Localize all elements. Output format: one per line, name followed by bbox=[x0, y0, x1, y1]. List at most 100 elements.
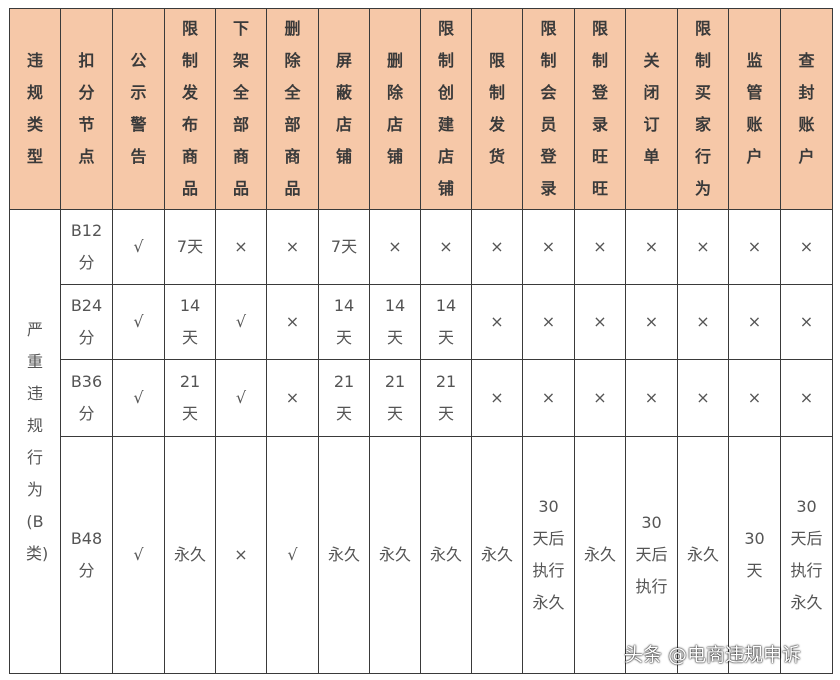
column-header-label: 屏蔽店铺 bbox=[335, 51, 352, 166]
column-header-label: 限制登录旺旺 bbox=[591, 19, 608, 198]
deduction-node-cell: B24分 bbox=[60, 284, 113, 360]
column-header-label: 限制会员登录 bbox=[540, 19, 557, 198]
penalty-cell: × bbox=[677, 284, 729, 360]
deduction-node-cell: B48分 bbox=[60, 436, 113, 674]
cell-value: 永久 bbox=[583, 545, 616, 564]
cell-value: 永久 bbox=[480, 545, 513, 564]
cell-value: × bbox=[439, 237, 453, 256]
penalty-cell: × bbox=[780, 359, 833, 437]
penalty-cell: 14天 bbox=[420, 284, 472, 360]
cell-value: × bbox=[593, 388, 607, 407]
penalty-cell: × bbox=[574, 359, 626, 437]
cell-value: 21天 bbox=[333, 372, 355, 423]
cell-value: B24分 bbox=[70, 296, 103, 347]
cell-value: √ bbox=[133, 237, 144, 256]
penalty-cell: × bbox=[266, 284, 319, 360]
cell-value: × bbox=[388, 237, 402, 256]
deduction-node-cell: B12分 bbox=[60, 209, 113, 285]
cell-value: B36分 bbox=[70, 372, 103, 423]
cell-value: × bbox=[799, 388, 814, 407]
penalty-cell: × bbox=[522, 209, 575, 285]
penalty-cell: × bbox=[625, 209, 678, 285]
cell-value: 21天 bbox=[435, 372, 457, 423]
column-header: 限制买家行为 bbox=[677, 8, 729, 210]
penalty-cell: 永久 bbox=[677, 436, 729, 674]
cell-value: × bbox=[799, 237, 814, 256]
cell-value: 21天 bbox=[384, 372, 406, 423]
cell-value: 30天后执行永久 bbox=[790, 497, 823, 612]
penalty-cell: 永久 bbox=[164, 436, 216, 674]
cell-value: × bbox=[490, 388, 504, 407]
header-row: 违规类型 扣分节点 公示警告 限制发布商品 下架全部商品 删除全部商品 屏蔽店铺 删除店铺 限制… bbox=[9, 8, 833, 210]
column-header-label: 扣分节点 bbox=[78, 51, 95, 166]
cell-value: × bbox=[799, 312, 814, 331]
column-header-label: 监管账户 bbox=[746, 51, 763, 166]
cell-value: 14天 bbox=[435, 296, 457, 347]
cell-value: × bbox=[747, 312, 762, 331]
penalty-cell: 永久 bbox=[574, 436, 626, 674]
cell-value: √ bbox=[287, 545, 298, 564]
cell-value: × bbox=[747, 237, 762, 256]
penalty-cell: × bbox=[420, 209, 472, 285]
penalty-cell: × bbox=[574, 284, 626, 360]
penalty-cell: × bbox=[728, 284, 781, 360]
cell-value: × bbox=[644, 312, 659, 331]
column-header: 限制登录旺旺 bbox=[574, 8, 626, 210]
column-header: 下架全部商品 bbox=[215, 8, 267, 210]
cell-value: × bbox=[747, 388, 762, 407]
column-header: 违规类型 bbox=[9, 8, 61, 210]
penalty-cell: 7天 bbox=[164, 209, 216, 285]
cell-value: √ bbox=[235, 312, 247, 331]
column-header-label: 删除店铺 bbox=[386, 51, 403, 166]
table-row: B48分 √ 永久 × √ 永久 永久 永久 永久 30天后执行永久 永久 30天后执行 永久 30天 30… bbox=[10, 436, 833, 674]
cell-value: × bbox=[644, 237, 659, 256]
cell-value: √ bbox=[133, 388, 144, 407]
cell-value: × bbox=[285, 237, 300, 256]
cell-value: 21天 bbox=[179, 372, 201, 423]
penalty-cell: × bbox=[625, 359, 678, 437]
cell-value: 30天后执行永久 bbox=[532, 497, 565, 612]
penalty-cell: × bbox=[471, 209, 523, 285]
column-header: 限制发布商品 bbox=[164, 8, 216, 210]
column-header: 扣分节点 bbox=[60, 8, 113, 210]
deduction-node-cell: B36分 bbox=[60, 359, 113, 437]
penalty-cell: × bbox=[215, 209, 267, 285]
violation-type-cell: 严重违规行为(B类) bbox=[9, 209, 61, 674]
penalty-cell: × bbox=[369, 209, 421, 285]
penalty-cell: 永久 bbox=[471, 436, 523, 674]
cell-value: 永久 bbox=[327, 545, 360, 564]
column-header-label: 限制发货 bbox=[488, 51, 505, 166]
penalty-cell: 30天后执行 bbox=[625, 436, 678, 674]
penalty-cell: 21天 bbox=[369, 359, 421, 437]
violation-type-label: 严重违规行为(B类) bbox=[26, 319, 49, 563]
cell-value: √ bbox=[133, 545, 144, 564]
column-header-label: 限制买家行为 bbox=[694, 19, 711, 198]
penalty-cell: × bbox=[574, 209, 626, 285]
cell-value: × bbox=[541, 237, 556, 256]
cell-value: √ bbox=[235, 388, 247, 407]
column-header: 关闭订单 bbox=[625, 8, 678, 210]
penalty-cell: 永久 bbox=[420, 436, 472, 674]
cell-value: × bbox=[541, 312, 556, 331]
cell-value: × bbox=[644, 388, 659, 407]
cell-value: × bbox=[285, 388, 300, 407]
cell-value: 永久 bbox=[173, 545, 206, 564]
penalty-cell: 7天 bbox=[318, 209, 370, 285]
cell-value: × bbox=[696, 312, 710, 331]
cell-value: B48分 bbox=[70, 529, 103, 580]
column-header-label: 查封账户 bbox=[798, 51, 815, 166]
penalty-cell: √ bbox=[112, 359, 165, 437]
cell-value: × bbox=[696, 388, 710, 407]
cell-value: × bbox=[593, 237, 607, 256]
penalty-cell: 永久 bbox=[318, 436, 370, 674]
column-header: 查封账户 bbox=[780, 8, 833, 210]
penalty-cell: 21天 bbox=[164, 359, 216, 437]
penalty-cell: √ bbox=[215, 359, 267, 437]
cell-value: × bbox=[234, 545, 248, 564]
cell-value: 14天 bbox=[333, 296, 355, 347]
cell-value: √ bbox=[133, 312, 144, 331]
cell-value: × bbox=[490, 237, 504, 256]
cell-value: 永久 bbox=[429, 545, 462, 564]
cell-value: 永久 bbox=[686, 545, 719, 564]
cell-value: 14天 bbox=[179, 296, 201, 347]
